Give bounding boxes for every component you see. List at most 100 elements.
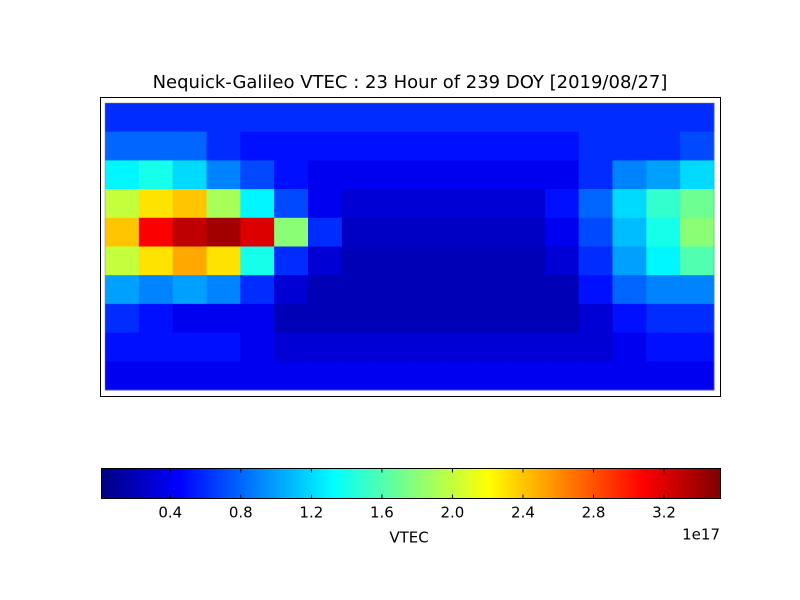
heatmap-cell xyxy=(477,246,512,276)
heatmap-cell xyxy=(511,160,546,190)
heatmap-cell xyxy=(612,131,647,161)
heatmap-cell xyxy=(477,275,512,305)
heatmap-cell xyxy=(138,332,174,362)
heatmap-cell xyxy=(409,160,444,190)
heatmap-cell xyxy=(680,303,715,334)
heatmap-cell xyxy=(578,275,613,305)
heatmap-cell xyxy=(274,332,309,362)
heatmap-cell xyxy=(341,160,377,190)
heatmap-cell xyxy=(240,160,275,190)
heatmap-cell xyxy=(138,303,174,334)
heatmap-cell xyxy=(443,361,478,391)
heatmap-cell xyxy=(443,246,478,276)
heatmap-cell xyxy=(172,275,207,305)
heatmap-cell xyxy=(612,303,647,334)
heatmap-cell xyxy=(544,275,580,305)
heatmap-cell xyxy=(240,189,275,219)
heatmap-cell xyxy=(105,160,140,190)
heatmap-cell xyxy=(105,303,140,334)
heatmap-cell xyxy=(477,332,512,362)
heatmap-cell xyxy=(511,275,546,305)
heatmap-cell xyxy=(274,131,309,161)
heatmap-cell xyxy=(680,103,715,133)
heatmap-cell xyxy=(646,217,681,247)
heatmap-cell xyxy=(646,275,681,305)
heatmap-cell xyxy=(477,160,512,190)
heatmap-cell xyxy=(206,103,241,133)
heatmap-cell xyxy=(375,246,410,276)
heatmap-cell xyxy=(308,103,343,133)
heatmap-cell xyxy=(375,103,410,133)
heatmap-cell xyxy=(511,246,546,276)
heatmap-cell xyxy=(240,303,275,334)
heatmap-cell xyxy=(409,303,444,334)
heatmap-cell xyxy=(274,103,309,133)
heatmap-cell xyxy=(138,189,174,219)
heatmap-cell xyxy=(443,275,478,305)
heatmap-cell xyxy=(308,275,343,305)
heatmap-cell xyxy=(477,217,512,247)
colorbar-fill xyxy=(101,468,721,499)
heatmap-cell xyxy=(511,131,546,161)
heatmap-cell xyxy=(240,332,275,362)
heatmap-cell xyxy=(274,361,309,391)
heatmap-cell xyxy=(477,103,512,133)
heatmap-cell xyxy=(544,160,580,190)
heatmap-cell xyxy=(206,160,241,190)
heatmap-cell xyxy=(544,217,580,247)
heatmap-cell xyxy=(646,332,681,362)
heatmap-cell xyxy=(680,246,715,276)
colorbar-offset: 1e17 xyxy=(682,526,720,544)
colorbar-tick-label: 0.8 xyxy=(229,504,253,522)
heatmap-cell xyxy=(578,332,613,362)
heatmap-cell xyxy=(477,303,512,334)
colorbar-tick-label: 2.8 xyxy=(582,504,606,522)
heatmap-cell xyxy=(544,103,580,133)
heatmap-cell xyxy=(612,103,647,133)
heatmap-cell xyxy=(308,246,343,276)
heatmap-cell xyxy=(240,103,275,133)
heatmap-cell xyxy=(646,246,681,276)
heatmap-cell xyxy=(680,275,715,305)
heatmap-cell xyxy=(680,160,715,190)
heatmap-cell xyxy=(680,189,715,219)
heatmap-cell xyxy=(680,217,715,247)
heatmap-cell xyxy=(274,217,309,247)
heatmap-cell xyxy=(612,361,647,391)
heatmap-cell xyxy=(172,160,207,190)
heatmap-cell xyxy=(138,160,174,190)
heatmap-cell xyxy=(138,131,174,161)
heatmap-cell xyxy=(544,361,580,391)
heatmap-cell xyxy=(578,217,613,247)
heatmap-cell xyxy=(511,332,546,362)
heatmap-cell xyxy=(612,189,647,219)
heatmap-cell xyxy=(172,131,207,161)
heatmap-cell xyxy=(578,303,613,334)
heatmap-cell xyxy=(544,131,580,161)
heatmap-cell xyxy=(680,332,715,362)
heatmap-cell xyxy=(172,332,207,362)
colorbar-tick-label: 1.2 xyxy=(299,504,323,522)
heatmap-cell xyxy=(409,332,444,362)
heatmap-cell xyxy=(544,303,580,334)
heatmap-cell xyxy=(308,332,343,362)
heatmap-cell xyxy=(138,246,174,276)
heatmap-cell xyxy=(375,303,410,334)
heatmap-cell xyxy=(409,246,444,276)
heatmap-cell xyxy=(544,189,580,219)
heatmap-cell xyxy=(240,246,275,276)
heatmap-cell xyxy=(680,131,715,161)
heatmap-cell xyxy=(206,189,241,219)
heatmap-cell xyxy=(612,275,647,305)
heatmap-cell xyxy=(274,189,309,219)
heatmap-cell xyxy=(511,303,546,334)
heatmap-cell xyxy=(308,303,343,334)
heatmap-cell xyxy=(206,217,241,247)
heatmap-cell xyxy=(443,131,478,161)
heatmap-cell xyxy=(105,131,140,161)
colorbar-tick-label: 2.4 xyxy=(511,504,535,522)
colorbar-tick-label: 3.2 xyxy=(652,504,676,522)
heatmap-cell xyxy=(375,131,410,161)
heatmap-cell xyxy=(308,160,343,190)
heatmap-cell xyxy=(206,332,241,362)
